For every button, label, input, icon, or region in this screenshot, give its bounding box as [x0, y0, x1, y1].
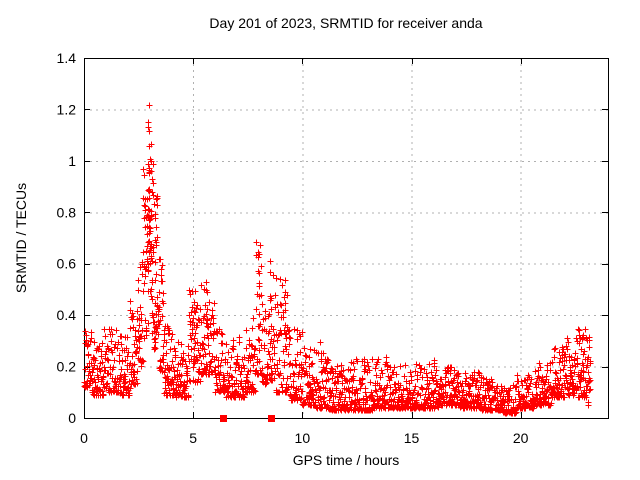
y-tick-label: 1.4: [57, 50, 77, 66]
y-tick-label: 1: [68, 153, 76, 169]
y-tick-label: 0.4: [57, 307, 77, 323]
x-tick-label: 10: [295, 430, 311, 446]
chart-title: Day 201 of 2023, SRMTID for receiver and…: [209, 15, 482, 31]
y-tick-label: 0: [68, 410, 76, 426]
grid-lines: [84, 58, 608, 418]
y-axis-label: SRMTID / TECUs: [13, 183, 29, 293]
axis-gap-marker: [220, 415, 227, 422]
plot-border: [84, 58, 609, 419]
scatter-points: [81, 102, 594, 417]
x-tick-label: 20: [513, 430, 529, 446]
y-tick-label: 1.2: [57, 101, 77, 117]
plot-border-and-ticks: 0 5 10 15 20 0 0.2 0.4 0.6 0.8 1 1.2 1.4: [57, 50, 609, 446]
axis-gap-marker: [268, 415, 275, 422]
x-tick-label: 0: [80, 430, 88, 446]
y-tick-label: 0.8: [57, 204, 77, 220]
x-tick-label: 5: [189, 430, 197, 446]
x-tick-label: 15: [404, 430, 420, 446]
x-axis-label: GPS time / hours: [293, 452, 400, 468]
y-tick-label: 0.2: [57, 359, 77, 375]
scatter-points-layer: [81, 102, 594, 422]
y-tick-label: 0.6: [57, 256, 77, 272]
